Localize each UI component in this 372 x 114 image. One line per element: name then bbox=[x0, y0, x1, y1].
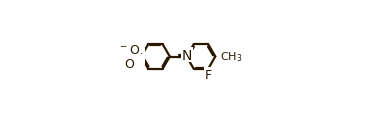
Text: O: O bbox=[124, 57, 134, 70]
Text: CH$_3$: CH$_3$ bbox=[220, 50, 243, 64]
Text: N$^+$: N$^+$ bbox=[125, 49, 144, 65]
Text: $^-$O: $^-$O bbox=[118, 44, 141, 57]
Text: F: F bbox=[205, 68, 212, 81]
Text: N: N bbox=[182, 48, 192, 62]
